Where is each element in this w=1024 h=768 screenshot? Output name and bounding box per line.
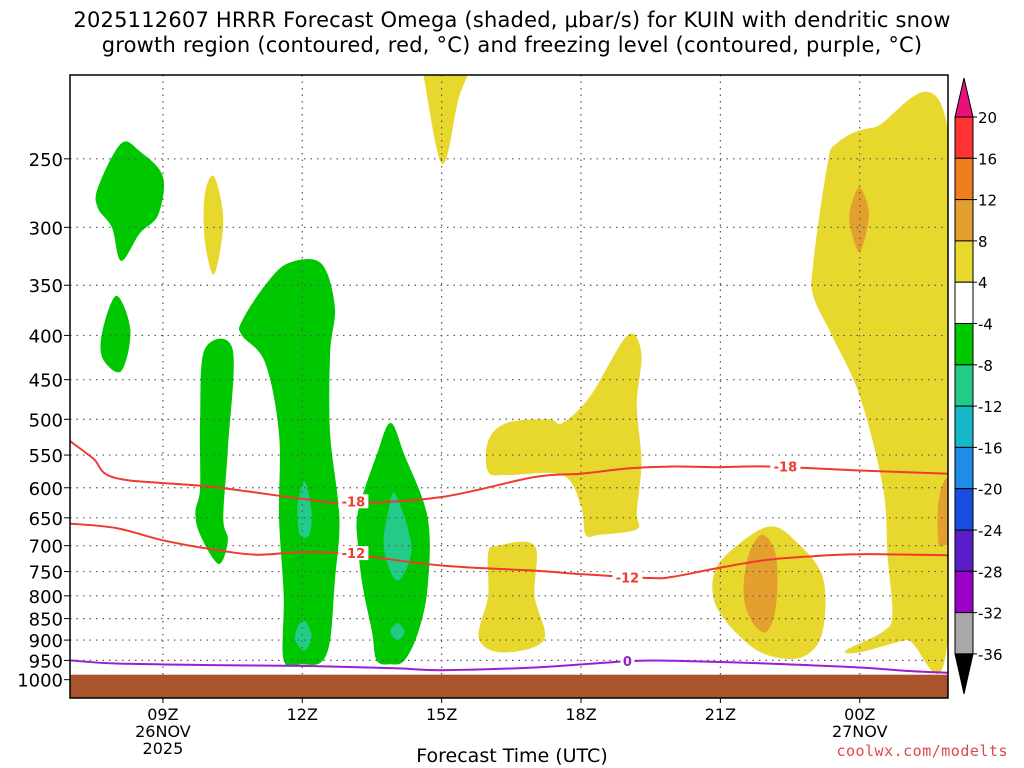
- shaded-regions: [95, 0, 948, 675]
- colorbar-label-10: -24: [978, 522, 1003, 540]
- shaded-region-19: [897, 545, 948, 612]
- shaded-region-6: [294, 620, 312, 651]
- colorbar-label-4: 4: [978, 274, 988, 292]
- y-tick-label-800: 800: [29, 587, 63, 608]
- colorbar-box-7: [954, 405, 974, 448]
- shaded-region-3: [238, 258, 340, 667]
- x-tick-label-26NOV: 26NOV: [135, 722, 191, 741]
- colorbar-label-6: -8: [978, 357, 993, 375]
- y-tick-label-450: 450: [29, 371, 63, 392]
- contour-label-bg-1-0: [338, 546, 369, 561]
- shaded-region-2: [195, 338, 234, 565]
- contour-labels: -18 -18 -12 -12 0: [338, 459, 801, 670]
- colorbar-label-9: -20: [978, 481, 1003, 499]
- y-tick-label-400: 400: [29, 326, 63, 347]
- colorbar-label-7: -12: [978, 398, 1003, 416]
- plot-frame: [69, 74, 949, 699]
- colorbar-label-3: 8: [978, 233, 988, 251]
- x-tick-label-00Z: 00Z: [844, 705, 875, 724]
- colorbar-label-5: -4: [978, 316, 993, 334]
- shaded-region-5: [297, 481, 312, 539]
- colorbar-box-0: [954, 116, 974, 159]
- colorbar-label-0: 20: [978, 109, 997, 127]
- x-axis-title: Forecast Time (UTC): [416, 745, 608, 767]
- y-tick-label-700: 700: [29, 537, 63, 558]
- contour-line-1: [70, 522, 948, 580]
- colorbar-box-5: [954, 323, 974, 366]
- chart-title-line-1: 2025112607 HRRR Forecast Omega (shaded, …: [73, 8, 951, 32]
- shaded-region-13: [478, 541, 546, 653]
- credit-text: coolwx.com/modelts: [836, 742, 1008, 760]
- colorbar-label-8: -16: [978, 439, 1003, 457]
- x-tick-label-12Z: 12Z: [287, 705, 318, 724]
- colorbar: 20 16 12 8 4 -4 -8 -12 -16 -20 -24 -28 -32 -36: [954, 77, 1003, 695]
- colorbar-box-10: [954, 529, 974, 572]
- colorbar-box-2: [954, 199, 974, 242]
- colorbar-label-11: -28: [978, 563, 1003, 581]
- x-tick-label-21Z: 21Z: [705, 705, 736, 724]
- y-tick-label-550: 550: [29, 446, 63, 467]
- chart-title: 2025112607 HRRR Forecast Omega (shaded, …: [0, 8, 1024, 58]
- contour-label-0-1: -18: [774, 460, 798, 475]
- x-tick-label-15Z: 15Z: [426, 705, 457, 724]
- shaded-region-9: [207, 0, 224, 59]
- contour-line-2: [70, 659, 948, 674]
- shaded-region-10: [423, 75, 469, 164]
- y-tick-label-1000: 1000: [17, 671, 63, 692]
- contour-label-bg-1-1: [612, 570, 643, 585]
- contour-lines: [70, 440, 948, 674]
- x-tick-label-18Z: 18Z: [565, 705, 596, 724]
- colorbar-bottom-arrow: [954, 653, 974, 695]
- colorbar-label-2: 12: [978, 192, 997, 210]
- contour-label-1-0: -12: [342, 547, 366, 562]
- x-tick-label-27NOV: 27NOV: [832, 722, 888, 741]
- y-axis: 2503003504004505005506006507007508008509…: [17, 150, 70, 692]
- shaded-region-16: [811, 91, 948, 675]
- colorbar-box-8: [954, 446, 974, 490]
- x-tick-label-2025: 2025: [143, 739, 184, 758]
- colorbar-label-1: 16: [978, 150, 997, 168]
- contour-line-0: [70, 440, 948, 505]
- y-tick-label-500: 500: [29, 410, 63, 431]
- y-tick-label-900: 900: [29, 631, 63, 652]
- shaded-region-11: [203, 175, 224, 275]
- chart-title-line-2: growth region (contoured, red, °C) and f…: [101, 33, 923, 57]
- ground-layer: [70, 674, 948, 698]
- colorbar-box-4: [954, 281, 974, 325]
- y-tick-label-950: 950: [29, 651, 63, 672]
- colorbar-box-3: [954, 240, 974, 283]
- contour-label-bg-0-1: [770, 459, 801, 474]
- colorbar-label-12: -32: [978, 605, 1003, 623]
- contour-label-1-1: -12: [616, 572, 640, 587]
- y-tick-label-850: 850: [29, 610, 63, 631]
- shaded-region-8: [390, 623, 405, 641]
- colorbar-box-9: [954, 488, 974, 531]
- y-tick-label-750: 750: [29, 563, 63, 584]
- colorbar-box-11: [954, 570, 974, 614]
- colorbar-box-12: [954, 612, 974, 655]
- contour-label-0-0: -18: [342, 495, 366, 510]
- y-tick-label-300: 300: [29, 218, 63, 239]
- colorbar-top-arrow: [954, 77, 974, 118]
- y-tick-label-250: 250: [29, 150, 63, 171]
- contour-label-bg-0-0: [338, 494, 369, 509]
- shaded-region-1: [100, 295, 131, 373]
- y-tick-label-650: 650: [29, 509, 63, 530]
- colorbar-box-1: [954, 157, 974, 201]
- shaded-region-12: [485, 333, 642, 538]
- y-tick-label-600: 600: [29, 479, 63, 500]
- shaded-region-17: [849, 187, 869, 252]
- contour-label-2-0: 0: [623, 655, 632, 670]
- shaded-region-0: [95, 141, 165, 261]
- y-tick-label-350: 350: [29, 276, 63, 297]
- colorbar-label-13: -36: [978, 646, 1003, 664]
- x-tick-label-09Z: 09Z: [147, 705, 178, 724]
- colorbar-box-6: [954, 364, 974, 407]
- contour-label-bg-2-0: [620, 654, 635, 669]
